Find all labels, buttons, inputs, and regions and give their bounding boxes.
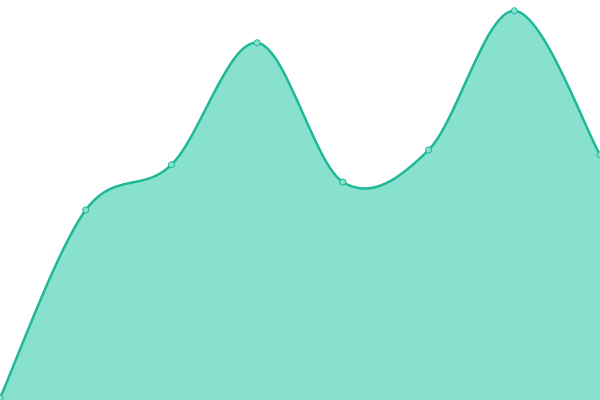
data-point: [510, 7, 518, 15]
data-point: [425, 146, 433, 154]
data-point: [0, 394, 4, 400]
data-point: [167, 161, 175, 169]
data-point: [596, 151, 600, 159]
data-point: [82, 206, 90, 214]
data-point: [339, 178, 347, 186]
data-point: [253, 39, 261, 47]
area-fill: [0, 10, 600, 400]
